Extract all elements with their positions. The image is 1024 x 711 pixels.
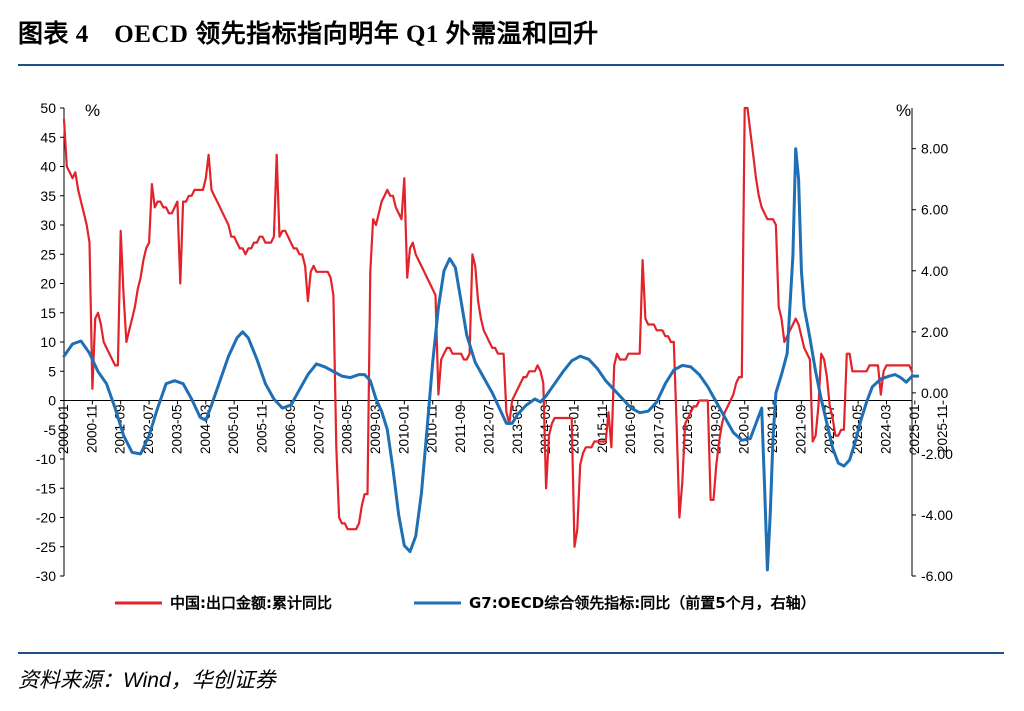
right-tick-label: 2.00 bbox=[921, 324, 948, 340]
x-tick-label: 2012-07 bbox=[481, 405, 496, 455]
x-axis-ticks: 2000-01 2000-11 2001-09 2002-07 2003-05 2004-… bbox=[56, 400, 950, 455]
series-line-oecd-cli bbox=[62, 147, 920, 572]
x-tick-label: 2004-03 bbox=[198, 405, 213, 455]
left-tick-label: 50 bbox=[40, 100, 56, 116]
series-line-china-exports bbox=[62, 106, 914, 548]
left-tick-label: 40 bbox=[40, 159, 56, 175]
right-axis-ticks: 8.00 6.00 4.00 2.00 0.00 -2.00 -4.00 -6.00 bbox=[912, 141, 953, 584]
left-tick-label: -15 bbox=[36, 480, 56, 496]
x-tick-label: 2010-01 bbox=[396, 405, 411, 455]
left-tick-label: 25 bbox=[40, 246, 56, 262]
title-rule bbox=[18, 64, 1004, 66]
right-axis-unit: % bbox=[896, 101, 911, 120]
x-tick-label: 2011-09 bbox=[453, 405, 468, 454]
right-tick-label: 4.00 bbox=[921, 263, 948, 279]
x-tick-label: 2025-01 bbox=[907, 405, 922, 455]
x-tick-label: 2005-11 bbox=[255, 405, 270, 454]
left-tick-label: 20 bbox=[40, 276, 56, 292]
left-tick-label: 10 bbox=[40, 334, 56, 350]
left-axis-unit: % bbox=[85, 101, 100, 120]
legend-label-china-exports: 中国:出口金额:累计同比 bbox=[170, 594, 332, 612]
left-tick-label: 15 bbox=[40, 305, 56, 321]
x-tick-label: 2007-07 bbox=[311, 405, 326, 455]
x-tick-label: 2000-01 bbox=[56, 405, 71, 455]
x-tick-label: 2025-11 bbox=[935, 405, 950, 454]
legend-label-oecd-cli: G7:OECD综合领先指标:同比（前置5个月，右轴） bbox=[469, 594, 816, 612]
right-tick-label: 0.00 bbox=[921, 385, 948, 401]
x-tick-label: 2003-05 bbox=[169, 405, 184, 455]
x-tick-label: 2016-09 bbox=[623, 405, 638, 455]
x-tick-label: 2017-07 bbox=[652, 405, 667, 455]
left-tick-label: -20 bbox=[36, 510, 56, 526]
left-tick-label: -5 bbox=[44, 422, 57, 438]
x-tick-label: 2008-05 bbox=[340, 405, 355, 455]
x-tick-label: 2006-09 bbox=[283, 405, 298, 455]
figure-title: 图表 4 OECD 领先指标指向明年 Q1 外需温和回升 bbox=[18, 21, 599, 48]
left-tick-label: -30 bbox=[36, 568, 56, 584]
right-tick-label: -6.00 bbox=[921, 568, 953, 584]
x-tick-label: 2009-03 bbox=[368, 405, 383, 455]
left-tick-label: -10 bbox=[36, 451, 56, 467]
x-tick-label: 2005-01 bbox=[226, 405, 241, 455]
left-tick-label: 45 bbox=[40, 129, 56, 145]
x-tick-label: 2000-11 bbox=[84, 405, 99, 454]
x-tick-label: 2020-01 bbox=[737, 405, 752, 455]
x-tick-label: 2018-05 bbox=[680, 405, 695, 455]
left-tick-label: 30 bbox=[40, 217, 56, 233]
source-note: 资料来源：Wind，华创证券 bbox=[18, 669, 276, 692]
left-tick-label: 0 bbox=[48, 393, 56, 409]
right-tick-label: -2.00 bbox=[921, 446, 953, 462]
legend: 中国:出口金额:累计同比 G7:OECD综合领先指标:同比（前置5个月，右轴） bbox=[115, 594, 816, 612]
right-tick-label: 8.00 bbox=[921, 141, 948, 157]
x-tick-label: 2024-03 bbox=[878, 405, 893, 455]
x-tick-label: 2015-01 bbox=[567, 405, 582, 455]
x-tick-label: 2013-05 bbox=[510, 405, 525, 455]
chart-series bbox=[62, 106, 920, 572]
right-tick-label: -4.00 bbox=[921, 507, 953, 523]
right-tick-label: 6.00 bbox=[921, 202, 948, 218]
left-tick-label: 5 bbox=[48, 363, 56, 379]
x-tick-label: 2021-09 bbox=[793, 405, 808, 455]
left-tick-label: 35 bbox=[40, 188, 56, 204]
left-tick-label: -25 bbox=[36, 539, 56, 555]
footer-rule bbox=[18, 652, 1004, 654]
